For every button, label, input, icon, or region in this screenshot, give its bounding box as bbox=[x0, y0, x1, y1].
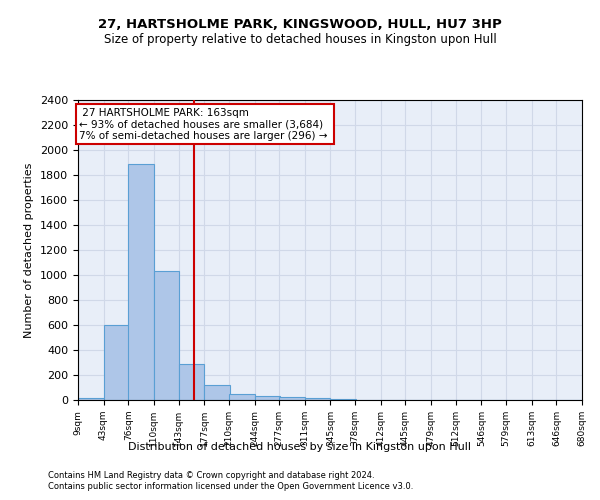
Text: Contains public sector information licensed under the Open Government Licence v3: Contains public sector information licen… bbox=[48, 482, 413, 491]
Bar bbox=[104, 325, 129, 400]
Text: 27, HARTSHOLME PARK, KINGSWOOD, HULL, HU7 3HP: 27, HARTSHOLME PARK, KINGSWOOD, HULL, HU… bbox=[98, 18, 502, 30]
Bar bbox=[305, 398, 331, 400]
Text: 27 HARTSHOLME PARK: 163sqm
← 93% of detached houses are smaller (3,684)
7% of se: 27 HARTSHOLME PARK: 163sqm ← 93% of deta… bbox=[79, 108, 331, 140]
Bar bbox=[154, 271, 179, 400]
Text: Size of property relative to detached houses in Kingston upon Hull: Size of property relative to detached ho… bbox=[104, 32, 496, 46]
Bar bbox=[78, 398, 104, 400]
Bar bbox=[279, 397, 305, 400]
Text: Contains HM Land Registry data © Crown copyright and database right 2024.: Contains HM Land Registry data © Crown c… bbox=[48, 471, 374, 480]
Bar bbox=[229, 394, 254, 400]
Bar bbox=[179, 364, 204, 400]
Bar bbox=[254, 396, 280, 400]
Bar bbox=[128, 164, 154, 400]
Y-axis label: Number of detached properties: Number of detached properties bbox=[25, 162, 34, 338]
Text: Distribution of detached houses by size in Kingston upon Hull: Distribution of detached houses by size … bbox=[128, 442, 472, 452]
Bar bbox=[204, 385, 230, 400]
